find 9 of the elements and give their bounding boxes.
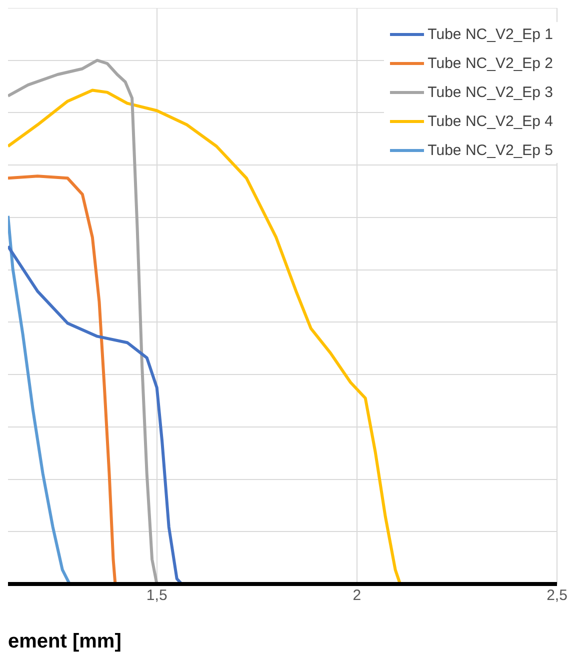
x-tick-label: 2: [352, 587, 362, 604]
legend-label: Tube NC_V2_Ep 2: [428, 55, 553, 72]
legend-label: Tube NC_V2_Ep 3: [428, 84, 553, 101]
legend-label: Tube NC_V2_Ep 5: [428, 142, 553, 159]
legend-label: Tube NC_V2_Ep 1: [428, 26, 553, 43]
legend-label: Tube NC_V2_Ep 4: [428, 113, 553, 130]
x-tick-label: 2,5: [546, 587, 568, 604]
x-tick-label: 1,5: [146, 587, 168, 604]
x-axis-title: ement [mm]: [8, 630, 122, 653]
